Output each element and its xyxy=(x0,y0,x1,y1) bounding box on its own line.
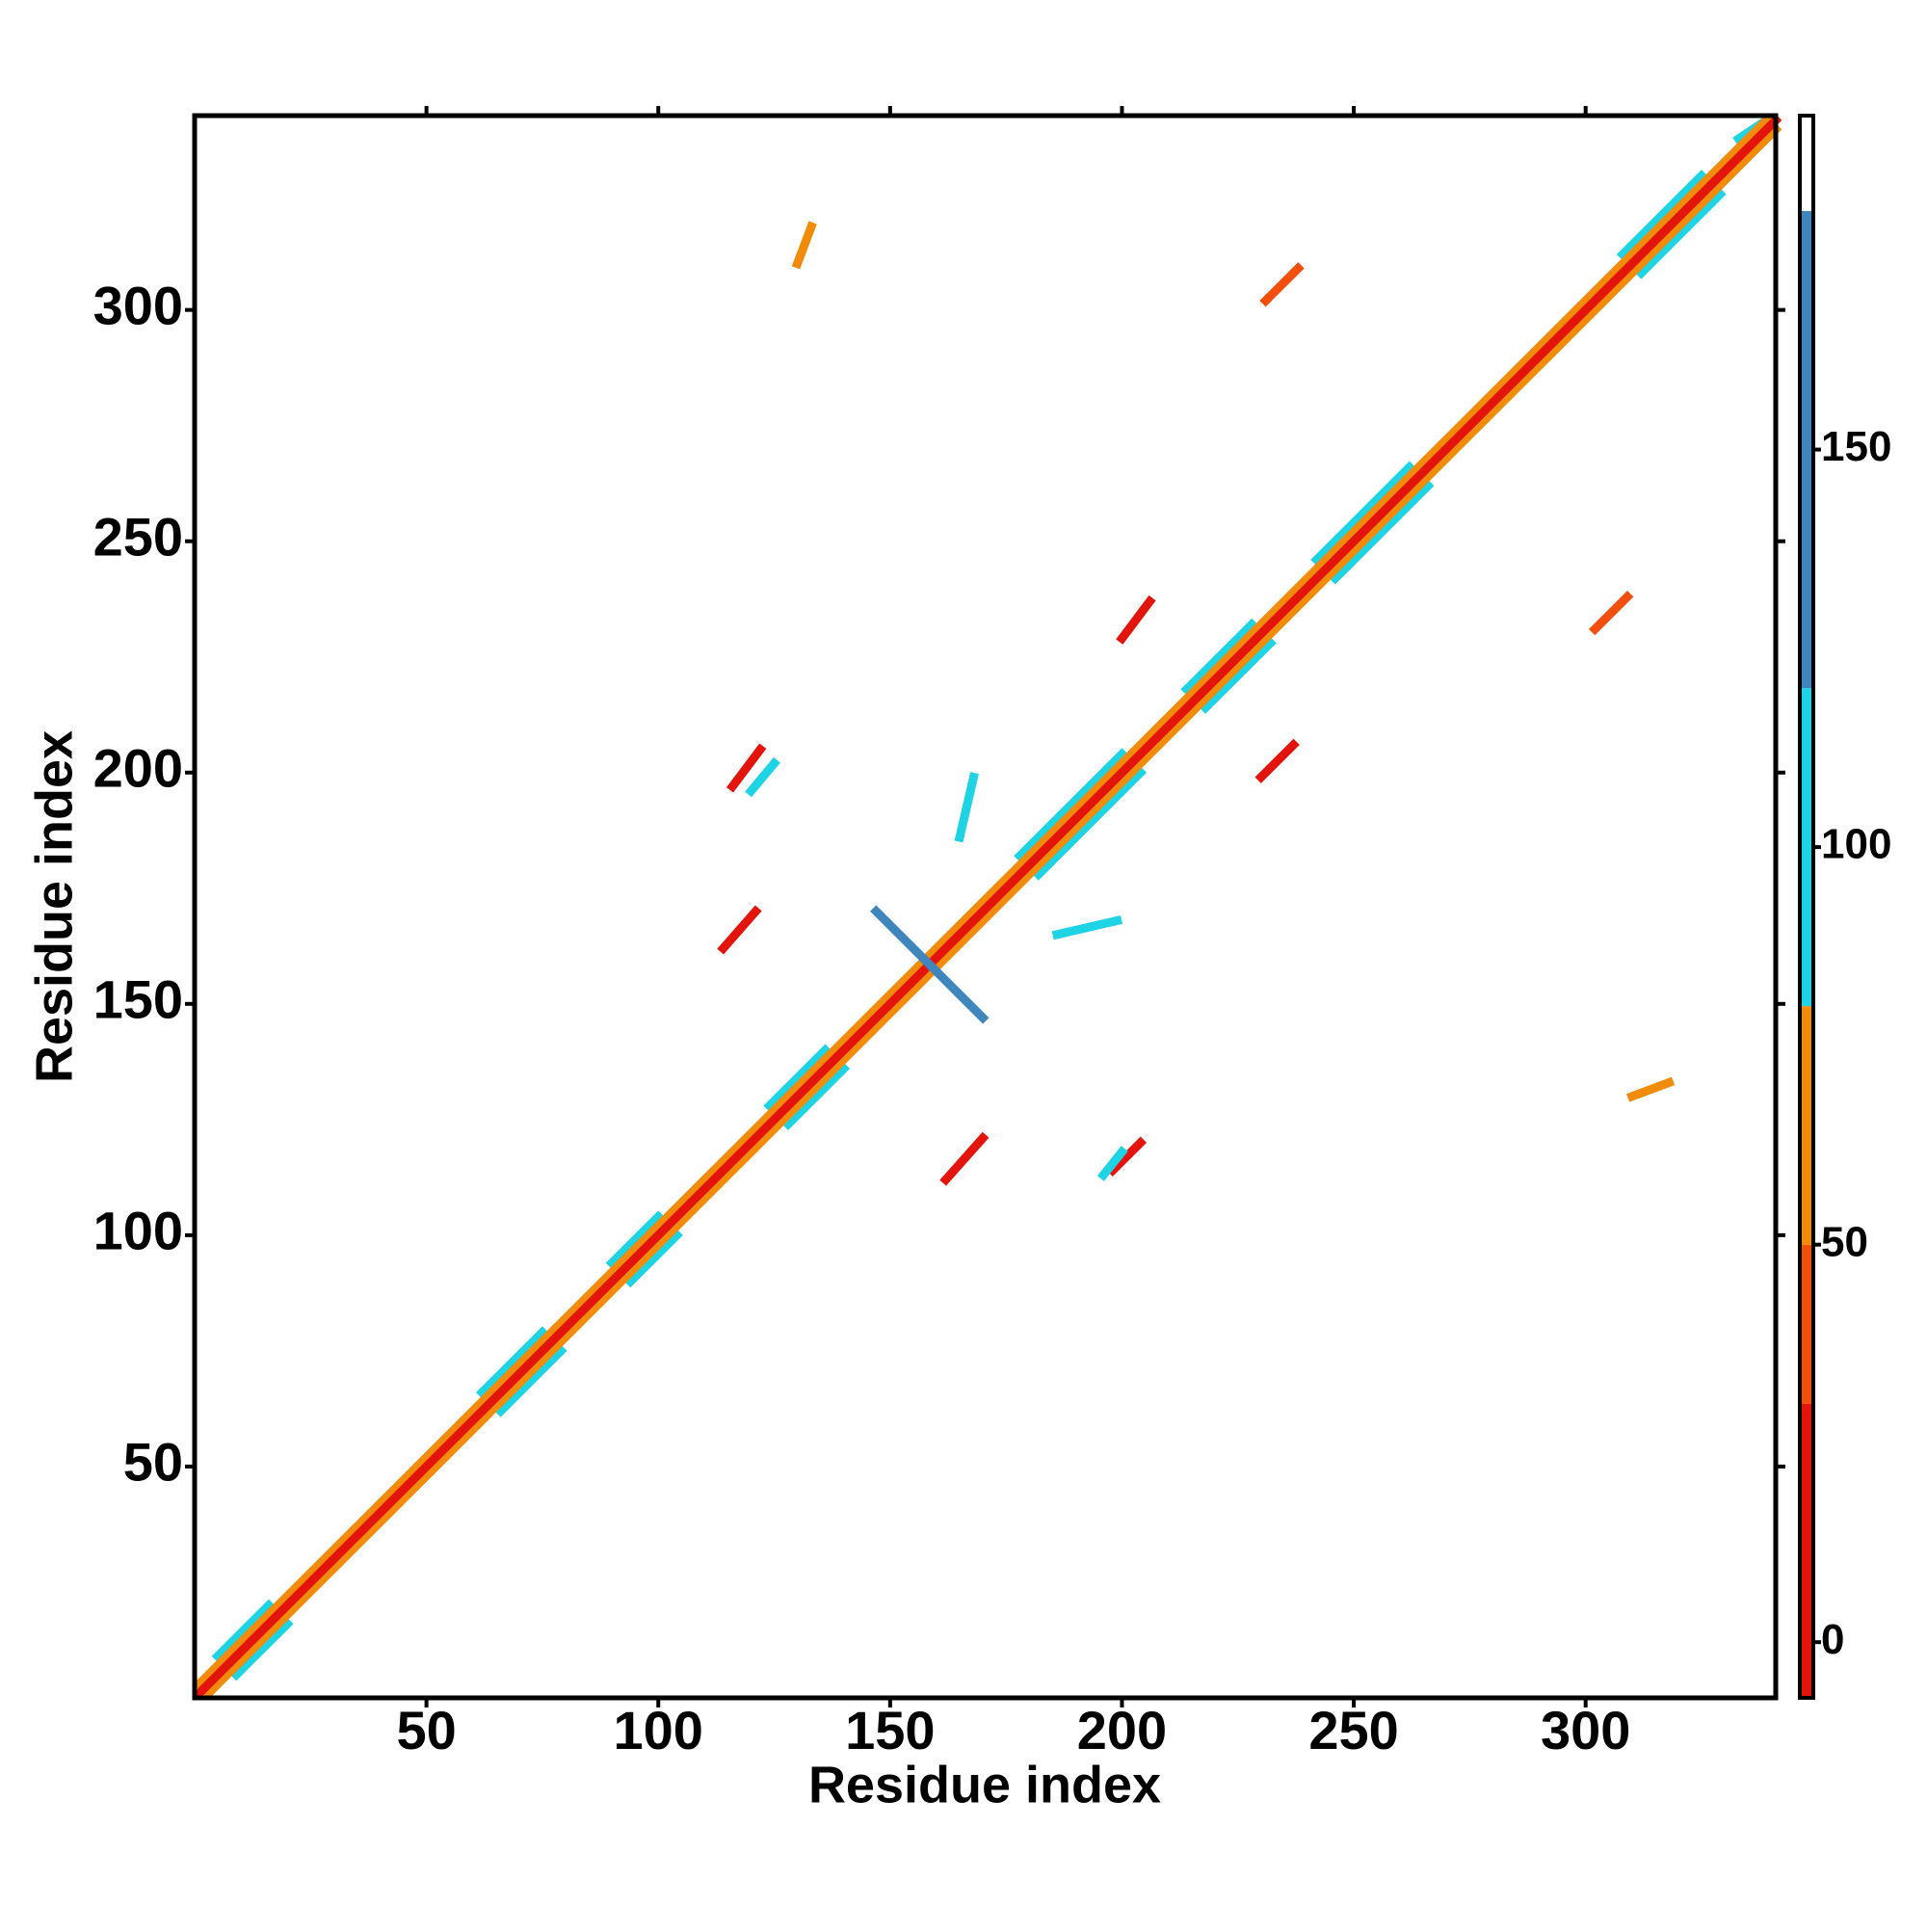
contact-segment xyxy=(211,1599,276,1663)
colorbar-bin xyxy=(1800,1244,1813,1404)
x-axis-label: Residue index xyxy=(808,1756,1161,1813)
contact-segment xyxy=(1259,262,1305,307)
y-tick-label: 300 xyxy=(93,275,183,335)
contact-segment xyxy=(1106,1136,1148,1178)
plot-area xyxy=(193,114,1782,1700)
y-axis-label: Residue index xyxy=(25,730,83,1083)
y-tick-label: 100 xyxy=(93,1201,183,1261)
contact-segment xyxy=(717,905,762,955)
contact-segment xyxy=(870,905,990,1024)
colorbar-bin xyxy=(1800,688,1813,1007)
contact-segment xyxy=(954,772,979,843)
contact-segment xyxy=(1588,590,1634,636)
x-tick-label: 250 xyxy=(1308,1700,1398,1760)
contact-segment xyxy=(939,1131,990,1186)
contact-segment xyxy=(791,221,817,270)
contact-segment xyxy=(1014,748,1128,862)
contact-segment xyxy=(1180,618,1258,696)
x-tick-label: 50 xyxy=(396,1700,456,1760)
colorbar-tick-label: 50 xyxy=(1821,1218,1868,1265)
x-tick-label: 200 xyxy=(1077,1700,1167,1760)
colorbar-frame xyxy=(1798,114,1815,1700)
contact-segment xyxy=(1635,188,1727,279)
contact-segment xyxy=(1310,461,1416,567)
contact-segment xyxy=(605,1210,665,1270)
contact-segment xyxy=(623,1229,683,1288)
y-tick-label: 150 xyxy=(93,969,183,1030)
contact-segment xyxy=(1199,636,1277,714)
contact-segment xyxy=(1254,738,1300,783)
contact-segment xyxy=(475,1326,549,1399)
y-tick-label: 50 xyxy=(123,1432,183,1493)
contact-segment xyxy=(1329,479,1435,585)
contact-segment xyxy=(1096,1146,1128,1181)
contact-segment xyxy=(229,1617,294,1681)
contact-segment xyxy=(781,1062,851,1131)
colorbar-tick-label: 0 xyxy=(1821,1616,1844,1663)
colorbar-tick-label: 150 xyxy=(1821,423,1891,470)
y-tick-label: 250 xyxy=(93,507,183,568)
colorbar-bin xyxy=(1800,1006,1813,1245)
x-tick-label: 300 xyxy=(1541,1700,1630,1760)
contact-segment xyxy=(1051,915,1123,940)
contact-segment xyxy=(494,1344,568,1417)
contact-segment xyxy=(745,756,780,798)
colorbar-tick-label: 100 xyxy=(1821,821,1891,868)
y-tick-label: 200 xyxy=(93,738,183,799)
contact-segment xyxy=(763,1044,832,1112)
contact-segment xyxy=(193,114,1782,1700)
colorbar-bin xyxy=(1800,116,1813,212)
contact-segment xyxy=(1116,595,1156,645)
plot-frame xyxy=(192,113,1779,1701)
colorbar-bin xyxy=(1800,211,1813,689)
contact-segment xyxy=(1032,766,1148,881)
contact-segment xyxy=(202,123,1782,1700)
contact-segment xyxy=(1626,1076,1676,1102)
x-tick-label: 150 xyxy=(845,1700,935,1760)
contact-segment xyxy=(726,743,767,793)
contact-segment xyxy=(193,114,1773,1690)
x-tick-label: 100 xyxy=(614,1700,703,1760)
colorbar-bin xyxy=(1800,1403,1813,1698)
contact-segment xyxy=(1616,170,1708,261)
